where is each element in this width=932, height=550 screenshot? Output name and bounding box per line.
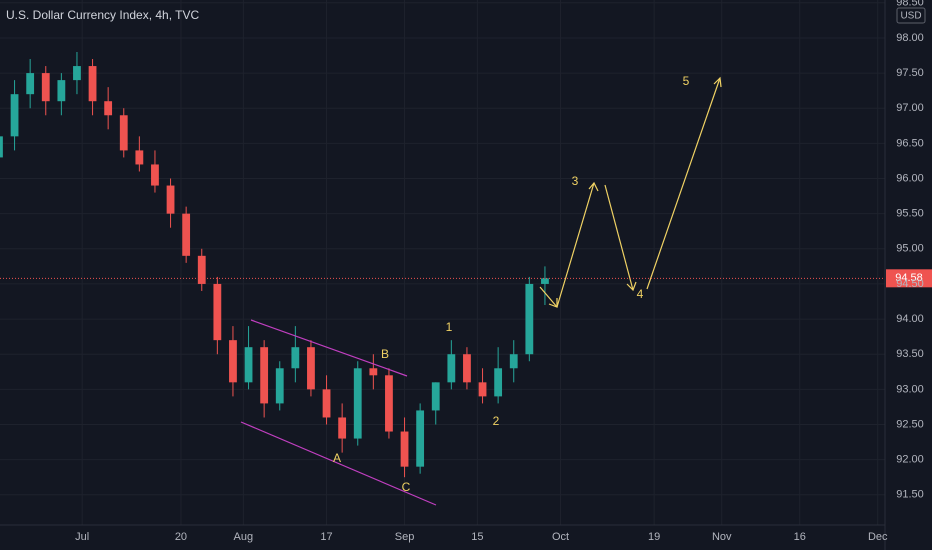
wave-arrow: [604, 184, 634, 291]
candle-body: [541, 278, 549, 284]
candle-body: [431, 382, 440, 411]
candle-body: [307, 347, 315, 390]
y-tick-label: 95.00: [896, 243, 924, 255]
overlay: 94.58: [0, 269, 932, 288]
arrow-head: [588, 181, 599, 192]
candle-body: [494, 368, 503, 397]
candle-body: [119, 115, 128, 151]
wedge: [240, 319, 437, 506]
candle-body: [338, 417, 347, 439]
y-tick-label: 94.00: [896, 313, 924, 325]
last-price-box: [886, 269, 932, 288]
x-tick-label: 15: [471, 531, 483, 543]
y-tick-label: 97.50: [896, 67, 924, 79]
candle-body: [10, 94, 19, 137]
candle-body: [0, 136, 3, 158]
x-tick-label: Sep: [395, 531, 415, 543]
wave-label: 5: [683, 74, 690, 88]
y-tick-label: 94.50: [896, 278, 924, 290]
candles: [0, 52, 549, 478]
y-tick-label: 96.00: [896, 172, 924, 184]
wave-path: [539, 76, 722, 308]
arrow-head: [626, 281, 637, 292]
x-tick-label: 17: [320, 531, 332, 543]
y-tick-label: 92.50: [896, 418, 924, 430]
wave-label: 2: [493, 414, 500, 428]
wave-label: A: [333, 451, 341, 465]
candle-body: [525, 283, 534, 355]
wave-arrow: [539, 286, 558, 308]
candle-body: [260, 347, 269, 404]
y-tick-label: 98.00: [896, 32, 924, 44]
candle-body: [151, 164, 159, 186]
candle-body: [416, 410, 425, 467]
candle-body: [182, 213, 191, 256]
wave-label: B: [381, 347, 389, 361]
candle-body: [322, 389, 331, 418]
wave-arrow: [646, 77, 721, 290]
currency-label: USD: [900, 11, 921, 22]
wave-label: 3: [572, 174, 579, 188]
candle-body: [275, 368, 284, 404]
x-tick-label: Nov: [712, 531, 732, 543]
candle-body: [229, 340, 237, 383]
x-tick-label: Aug: [234, 531, 254, 543]
y-tick-label: 97.00: [896, 102, 924, 114]
candle-body: [135, 150, 144, 165]
currency-badge[interactable]: [896, 7, 926, 24]
candle-body: [353, 368, 362, 439]
candle-body: [26, 73, 35, 95]
grid: [0, 0, 885, 525]
candle-body: [41, 73, 50, 102]
x-tick-label: 20: [175, 531, 187, 543]
wave-arrow: [556, 182, 595, 308]
x-tick-label: Jul: [75, 531, 89, 543]
candle-body: [213, 283, 222, 341]
y-tick-label: 96.50: [896, 137, 924, 149]
last-price-label: 94.58: [895, 272, 923, 284]
candle-body: [463, 354, 471, 383]
candle-body: [88, 66, 97, 102]
wave-label: C: [402, 480, 411, 494]
candle-body: [509, 354, 518, 369]
candle-body: [73, 66, 81, 81]
y-tick-label: 98.50: [896, 0, 924, 9]
x-tick-label: 19: [648, 531, 660, 543]
x-tick-label: 16: [794, 531, 806, 543]
x-tick-label: Oct: [552, 531, 569, 543]
y-tick-label: 95.50: [896, 208, 924, 220]
y-tick-label: 93.00: [896, 383, 924, 395]
candle-body: [369, 368, 378, 376]
candle-body: [400, 431, 409, 467]
arrow-head: [713, 76, 722, 88]
y-tick-label: 93.50: [896, 348, 924, 360]
chart-title: U.S. Dollar Currency Index, 4h, TVC: [6, 8, 200, 22]
candle-body: [104, 101, 113, 116]
candle-body: [291, 347, 300, 369]
wave-label: 4: [637, 287, 644, 301]
candle-body: [57, 80, 66, 102]
candle-body: [244, 347, 253, 383]
wave-label: 1: [446, 320, 453, 334]
wedge-line: [250, 319, 408, 377]
candle-body: [197, 255, 206, 284]
y-tick-label: 92.00: [896, 454, 924, 466]
candle-body: [447, 354, 456, 383]
wedge-line: [240, 421, 437, 506]
y-tick-label: 91.50: [896, 489, 924, 501]
candle-body: [478, 382, 487, 397]
x-tick-label: Dec: [868, 531, 888, 543]
candle-body: [166, 185, 175, 214]
candle-body: [385, 375, 393, 432]
